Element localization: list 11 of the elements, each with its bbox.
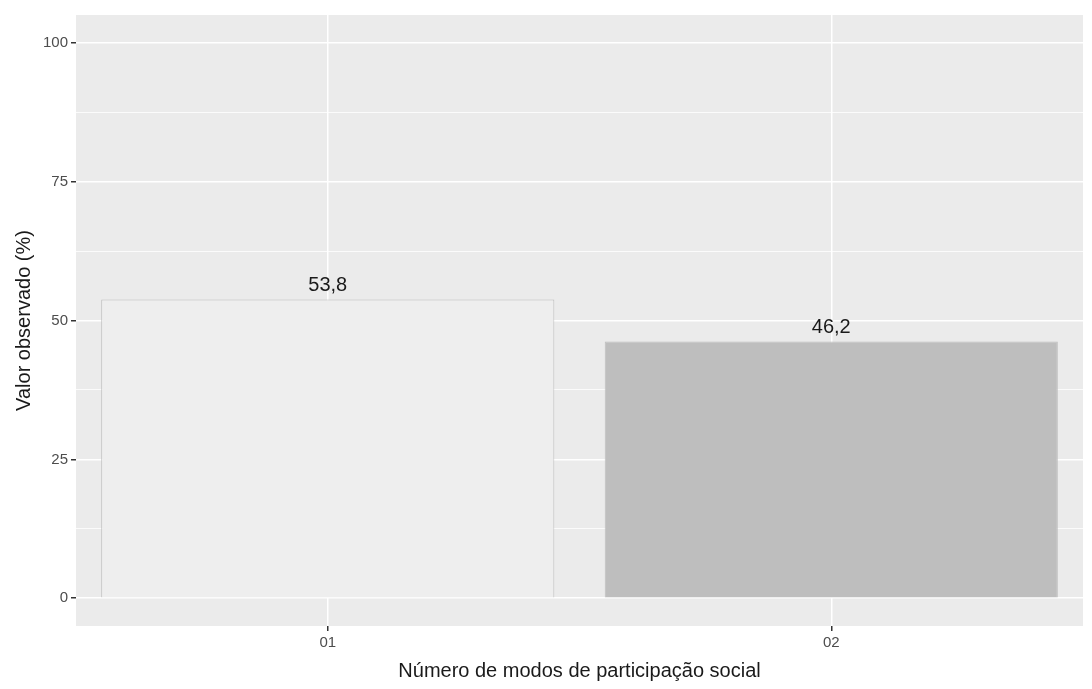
data-label: 53,8	[308, 272, 348, 295]
y-tick-label: 75	[51, 171, 69, 189]
data-label: 46,2	[811, 315, 851, 338]
y-tick-label: 100	[43, 32, 69, 50]
y-tick-label: 25	[51, 449, 69, 467]
x-tick-label: 01	[319, 633, 337, 651]
x-axis-title: Número de modos de participação social	[398, 658, 761, 681]
y-tick-label: 50	[51, 310, 69, 328]
y-tick-label: 0	[59, 588, 69, 606]
x-tick-label: 02	[822, 633, 840, 651]
y-axis-title: Valor observado (%)	[11, 230, 34, 411]
